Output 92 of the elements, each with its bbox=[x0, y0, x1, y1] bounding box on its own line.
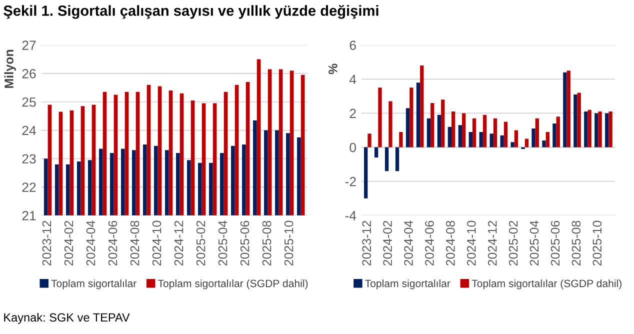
y-tick-label: -2 bbox=[345, 176, 356, 186]
bar bbox=[493, 118, 498, 148]
y-tick-label: 6 bbox=[350, 40, 356, 50]
bar bbox=[426, 118, 431, 148]
bar bbox=[384, 147, 389, 172]
bar bbox=[416, 82, 420, 148]
bar bbox=[574, 94, 578, 148]
bar bbox=[514, 130, 518, 148]
bar bbox=[535, 118, 540, 148]
x-tick-label: 2024-06 bbox=[425, 220, 434, 266]
legend-label: Toplam sigortalılar bbox=[51, 279, 136, 290]
bar bbox=[452, 112, 456, 148]
legend-label: Toplam sigortalılar bbox=[365, 279, 450, 290]
legend-label: Toplam sigortalılar (SGDP dahil) bbox=[472, 279, 622, 290]
x-tick-label: 2025-04 bbox=[218, 220, 228, 266]
chart-title: Şekil 1. Sigortalı çalışan sayısı ve yıllık yüzde değişimi bbox=[4, 5, 378, 19]
y-tick-label: 2 bbox=[350, 108, 356, 118]
bar bbox=[524, 138, 529, 148]
y-tick-label: -4 bbox=[345, 211, 356, 220]
x-tick-label: 2025-04 bbox=[530, 220, 539, 266]
bar bbox=[399, 132, 403, 148]
bar bbox=[448, 126, 452, 148]
bar bbox=[441, 100, 445, 148]
bar bbox=[532, 128, 536, 148]
x-tick-label: 2025-06 bbox=[240, 220, 250, 266]
bar bbox=[468, 132, 472, 148]
x-tick-label: 2025-08 bbox=[262, 220, 272, 266]
bar bbox=[577, 92, 581, 148]
x-tick-label: 2024-04 bbox=[404, 220, 413, 266]
bar bbox=[598, 112, 602, 148]
y-tick-label: 4 bbox=[349, 74, 356, 84]
bar bbox=[546, 132, 550, 148]
x-tick-label: 2024-08 bbox=[130, 220, 140, 266]
x-tick-label: 2024-10 bbox=[466, 220, 476, 266]
bar bbox=[420, 66, 424, 148]
bar bbox=[462, 113, 466, 148]
x-tick-label: 2024-12 bbox=[488, 220, 497, 266]
x-tick-label: 2024-10 bbox=[152, 220, 162, 266]
x-tick-label: 2024-06 bbox=[108, 220, 118, 266]
x-tick-label: 2023-12 bbox=[42, 220, 52, 266]
x-tick-label: 2024-12 bbox=[174, 220, 184, 266]
bar bbox=[472, 118, 476, 148]
y-tick-label: 0 bbox=[350, 142, 356, 152]
y-tick-label: 21 bbox=[22, 210, 36, 220]
bar bbox=[458, 125, 462, 148]
y-tick-label: 26 bbox=[22, 69, 36, 78]
y-axis-title: % bbox=[328, 64, 338, 74]
bar bbox=[364, 147, 368, 198]
bar bbox=[510, 142, 514, 148]
bar bbox=[504, 122, 508, 148]
y-tick-label: 23 bbox=[22, 154, 36, 164]
bar bbox=[588, 110, 592, 148]
text: Kaynak: SGK ve TEPAV bbox=[4, 312, 130, 324]
bar bbox=[500, 135, 504, 148]
bar bbox=[542, 140, 546, 148]
y-tick-label: 25 bbox=[22, 97, 36, 107]
bar bbox=[378, 88, 382, 148]
bar bbox=[552, 123, 556, 148]
y-tick-label: 24 bbox=[22, 126, 36, 136]
x-tick-label: 2025-10 bbox=[592, 220, 602, 266]
y-axis-title: Milyon bbox=[4, 50, 16, 88]
bar bbox=[563, 72, 567, 148]
x-tick-label: 2025-10 bbox=[284, 220, 294, 266]
x-tick-label: 2025-08 bbox=[572, 220, 581, 266]
bar bbox=[608, 112, 612, 148]
x-tick-label: 2025-02 bbox=[508, 220, 518, 266]
bar bbox=[388, 101, 392, 148]
bar bbox=[368, 134, 372, 148]
x-tick-label: 2024-08 bbox=[446, 220, 455, 266]
bar bbox=[410, 88, 414, 148]
y-tick-label: 22 bbox=[22, 182, 36, 192]
x-tick-label: 2025-06 bbox=[550, 220, 560, 266]
bar bbox=[395, 147, 400, 172]
bar bbox=[490, 134, 494, 148]
x-tick-label: 2025-02 bbox=[196, 220, 206, 266]
x-tick-label: 2024-04 bbox=[86, 220, 96, 266]
x-tick-label: 2024-02 bbox=[383, 220, 392, 266]
x-tick-label: 2024-02 bbox=[64, 220, 74, 266]
bar bbox=[594, 113, 598, 148]
bar bbox=[482, 114, 487, 148]
x-tick-label: 2023-12 bbox=[362, 220, 372, 266]
bar bbox=[556, 116, 560, 148]
bar bbox=[437, 114, 442, 148]
bar bbox=[374, 147, 378, 158]
bar bbox=[406, 108, 410, 148]
y-tick-label: 27 bbox=[22, 40, 36, 50]
bar bbox=[430, 103, 434, 148]
legend-label: Toplam sigortalılar (SGDP dahil) bbox=[158, 279, 308, 290]
bar bbox=[584, 112, 588, 148]
bar bbox=[566, 70, 570, 148]
bar bbox=[605, 113, 609, 148]
bar bbox=[479, 132, 483, 148]
